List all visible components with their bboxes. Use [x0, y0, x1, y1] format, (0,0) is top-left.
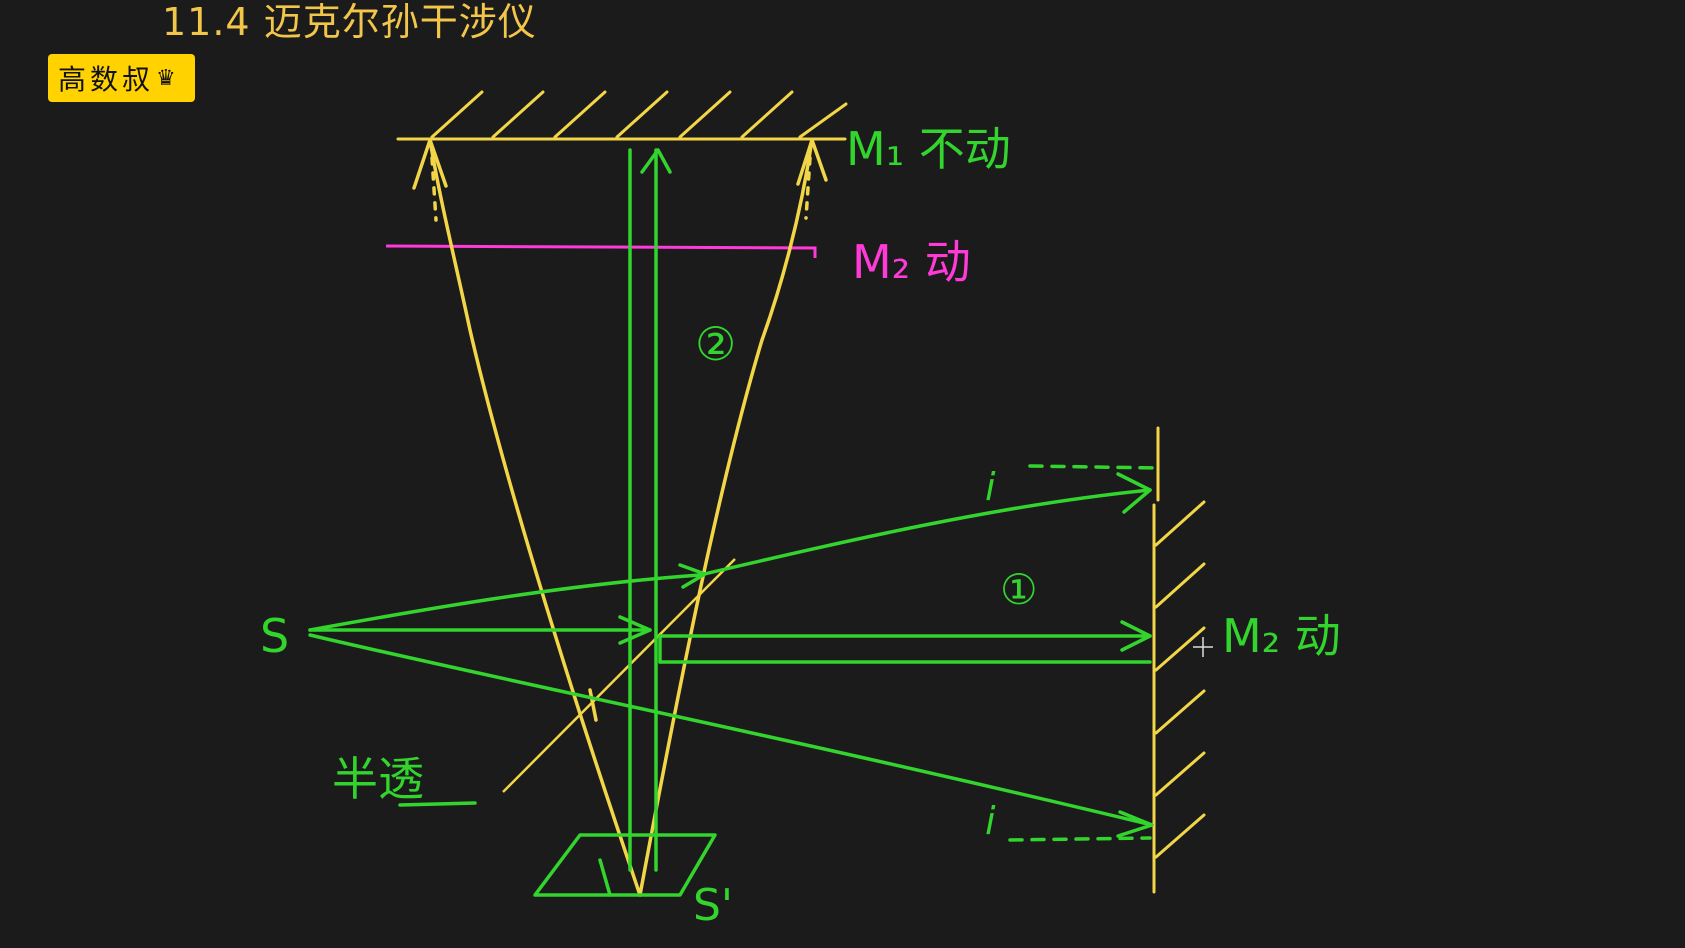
brand-badge: 高数叔 ♛ — [48, 54, 195, 102]
mirror-m2-right-label: M₂ 动 — [1222, 609, 1341, 663]
image-rays — [412, 138, 828, 897]
beam-splitter — [502, 558, 736, 793]
cursor-crosshair-icon — [1193, 637, 1213, 657]
brand-badge-text: 高数叔 — [58, 63, 155, 96]
source-label: S — [260, 609, 289, 663]
mirror-m1 — [396, 90, 848, 141]
crown-icon: ♛ — [156, 65, 176, 91]
mirror-m1-label: M₁ 不动 — [846, 122, 1011, 176]
angle-upper-label: i — [985, 465, 996, 509]
beam-2-label: ② — [695, 317, 736, 371]
beam-1-label: ① — [1000, 565, 1038, 614]
splitter-label: 半透 — [332, 752, 424, 806]
mirror-m2 — [1152, 426, 1206, 894]
mirror-m2-image — [385, 244, 817, 258]
page-title: 11.4 迈克尔孙干涉仪 — [162, 0, 537, 44]
image-label: S' — [693, 880, 733, 931]
angle-lower-label: i — [985, 799, 996, 843]
mirror-m2-upper-label: M₂ 动 — [852, 235, 971, 289]
light-paths — [308, 148, 1162, 897]
